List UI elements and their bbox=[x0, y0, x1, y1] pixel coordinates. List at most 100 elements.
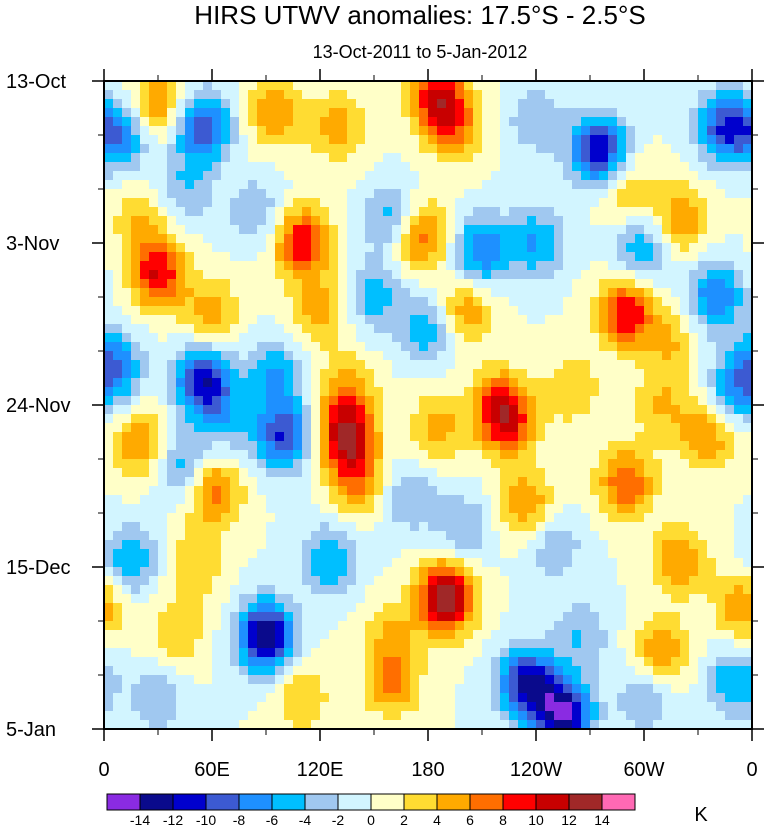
heatmap-cell bbox=[608, 369, 618, 379]
heatmap-cell bbox=[284, 315, 294, 325]
heatmap-cell bbox=[680, 666, 690, 676]
heatmap-cell bbox=[338, 675, 348, 685]
heatmap-cell bbox=[248, 576, 258, 586]
heatmap-cell bbox=[257, 666, 267, 676]
heatmap-cell bbox=[671, 153, 681, 163]
heatmap-cell bbox=[185, 333, 195, 343]
heatmap-cell bbox=[239, 189, 249, 199]
heatmap-cell bbox=[653, 396, 663, 406]
heatmap-cell bbox=[167, 612, 177, 622]
heatmap-cell bbox=[482, 198, 492, 208]
heatmap-cell bbox=[356, 612, 366, 622]
heatmap-cell bbox=[491, 189, 501, 199]
heatmap-cell bbox=[743, 675, 752, 685]
heatmap-cell bbox=[536, 423, 546, 433]
heatmap-cell bbox=[743, 306, 752, 316]
heatmap-cell bbox=[662, 153, 672, 163]
heatmap-cell bbox=[203, 342, 213, 352]
heatmap-cell bbox=[698, 603, 708, 613]
heatmap-cell bbox=[428, 648, 438, 658]
heatmap-cell bbox=[536, 666, 546, 676]
heatmap-cell bbox=[302, 702, 312, 712]
heatmap-cell bbox=[149, 675, 159, 685]
heatmap-cell bbox=[104, 360, 114, 370]
heatmap-cell bbox=[446, 369, 456, 379]
heatmap-cell bbox=[491, 297, 501, 307]
heatmap-cell bbox=[644, 306, 654, 316]
heatmap-cell bbox=[518, 531, 528, 541]
heatmap-cell bbox=[680, 387, 690, 397]
heatmap-cell bbox=[374, 189, 384, 199]
heatmap-cell bbox=[248, 558, 258, 568]
heatmap-cell bbox=[374, 639, 384, 649]
heatmap-cell bbox=[293, 531, 303, 541]
heatmap-cell bbox=[410, 612, 420, 622]
heatmap-cell bbox=[392, 207, 402, 217]
heatmap-cell bbox=[158, 153, 168, 163]
heatmap-cell bbox=[383, 495, 393, 505]
heatmap-cell bbox=[383, 216, 393, 226]
heatmap-cell bbox=[104, 612, 114, 622]
heatmap-cell bbox=[212, 99, 222, 109]
heatmap-cell bbox=[653, 522, 663, 532]
heatmap-cell bbox=[239, 486, 249, 496]
heatmap-cell bbox=[284, 234, 294, 244]
heatmap-cell bbox=[338, 468, 348, 478]
heatmap-cell bbox=[473, 360, 483, 370]
heatmap-cell bbox=[716, 540, 726, 550]
heatmap-cell bbox=[491, 99, 501, 109]
heatmap-cell bbox=[311, 432, 321, 442]
heatmap-cell bbox=[284, 270, 294, 280]
heatmap-cell bbox=[563, 612, 573, 622]
heatmap-cell bbox=[572, 108, 582, 118]
heatmap-cell bbox=[446, 675, 456, 685]
heatmap-cell bbox=[293, 405, 303, 415]
heatmap-cell bbox=[743, 288, 752, 298]
heatmap-cell bbox=[689, 279, 699, 289]
heatmap-cell bbox=[311, 180, 321, 190]
heatmap-cell bbox=[437, 639, 447, 649]
heatmap-cell bbox=[149, 531, 159, 541]
heatmap-cell bbox=[104, 225, 114, 235]
heatmap-cell bbox=[401, 657, 411, 667]
heatmap-cell bbox=[374, 180, 384, 190]
heatmap-cell bbox=[149, 117, 159, 127]
heatmap-cell bbox=[680, 450, 690, 460]
heatmap-cell bbox=[707, 171, 717, 181]
heatmap-cell bbox=[293, 513, 303, 523]
heatmap-cell bbox=[635, 117, 645, 127]
heatmap-cell bbox=[680, 684, 690, 694]
heatmap-cell bbox=[257, 414, 267, 424]
heatmap-cell bbox=[527, 351, 537, 361]
heatmap-cell bbox=[347, 171, 357, 181]
heatmap-cell bbox=[113, 495, 123, 505]
heatmap-cell bbox=[410, 225, 420, 235]
heatmap-cell bbox=[212, 189, 222, 199]
heatmap-cell bbox=[581, 639, 591, 649]
heatmap-cell bbox=[122, 639, 132, 649]
heatmap-cell bbox=[437, 387, 447, 397]
heatmap-cell bbox=[167, 459, 177, 469]
heatmap-cell bbox=[374, 126, 384, 136]
heatmap-cell bbox=[518, 423, 528, 433]
heatmap-cell bbox=[329, 630, 339, 640]
heatmap-cell bbox=[293, 459, 303, 469]
heatmap-cell bbox=[149, 288, 159, 298]
heatmap-cell bbox=[725, 198, 735, 208]
heatmap-cell bbox=[707, 477, 717, 487]
heatmap-cell bbox=[437, 522, 447, 532]
heatmap-cell bbox=[554, 153, 564, 163]
heatmap-cell bbox=[356, 414, 366, 424]
heatmap-cell bbox=[482, 531, 492, 541]
heatmap-cell bbox=[482, 234, 492, 244]
heatmap-cell bbox=[536, 504, 546, 514]
heatmap-cell bbox=[653, 405, 663, 415]
heatmap-cell bbox=[311, 468, 321, 478]
heatmap-cell bbox=[464, 288, 474, 298]
heatmap-cell bbox=[203, 621, 213, 631]
heatmap-cell bbox=[248, 90, 258, 100]
heatmap-cell bbox=[590, 270, 600, 280]
heatmap-cell bbox=[464, 387, 474, 397]
heatmap-cell bbox=[194, 576, 204, 586]
heatmap-cell bbox=[284, 657, 294, 667]
